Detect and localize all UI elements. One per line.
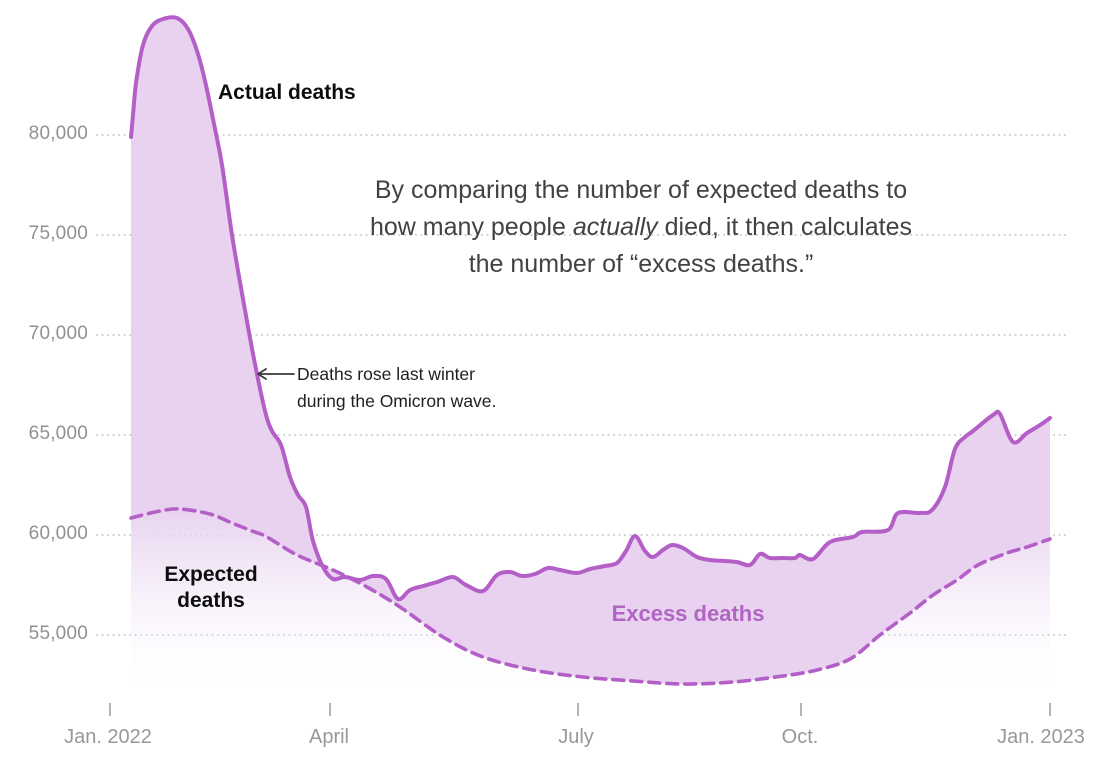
actual-deaths-label: Actual deaths bbox=[218, 81, 356, 104]
x-axis-label-oct: Oct. bbox=[781, 726, 819, 748]
actual-deaths-line bbox=[129, 15, 1052, 602]
expected-deaths-label-line2: deaths bbox=[177, 589, 245, 612]
expected-deaths-line bbox=[129, 507, 1052, 686]
omicron-annotation: Deaths rose last winter during the Omicr… bbox=[297, 361, 496, 415]
expected-deaths-label: Expected deaths bbox=[164, 562, 257, 614]
x-tick-april bbox=[329, 703, 331, 716]
x-tick-july bbox=[577, 703, 579, 716]
x-tick-oct bbox=[800, 703, 802, 716]
chart-caption: By comparing the number of expected deat… bbox=[281, 172, 1001, 283]
curves bbox=[129, 15, 1052, 686]
x-axis-label-april: April bbox=[308, 726, 350, 748]
caption-line-1: By comparing the number of expected deat… bbox=[374, 176, 908, 204]
x-tick-jan-2023 bbox=[1049, 703, 1051, 716]
caption-line-2: how many people actually died, it then c… bbox=[370, 213, 912, 241]
x-axis-label-jan-2023: Jan. 2023 bbox=[997, 726, 1085, 748]
excess-deaths-label: Excess deaths bbox=[611, 601, 765, 626]
y-axis-label-80000: 80,000 bbox=[28, 123, 88, 144]
omicron-annotation-line2: during the Omicron wave. bbox=[297, 391, 497, 411]
y-axis-label-55000: 55,000 bbox=[28, 623, 88, 644]
annotation-arrow-icon bbox=[257, 368, 295, 380]
expected-deaths-label-line1: Expected bbox=[164, 563, 258, 586]
y-axis-label-60000: 60,000 bbox=[28, 523, 88, 544]
y-axis-label-70000: 70,000 bbox=[28, 323, 88, 344]
x-tick-jan-2022 bbox=[109, 703, 111, 716]
omicron-annotation-line1: Deaths rose last winter bbox=[297, 364, 475, 384]
caption-line-3: the number of “excess deaths.” bbox=[468, 250, 814, 278]
y-axis-label-65000: 65,000 bbox=[28, 423, 88, 444]
x-axis-label-july: July bbox=[558, 726, 594, 748]
caption-italic-word: actually bbox=[572, 213, 658, 241]
area-fills bbox=[131, 17, 1050, 698]
x-axis-label-jan-2022: Jan. 2022 bbox=[64, 726, 152, 748]
y-axis-label-75000: 75,000 bbox=[28, 223, 88, 244]
below-expected-fade-area bbox=[131, 508, 1050, 698]
